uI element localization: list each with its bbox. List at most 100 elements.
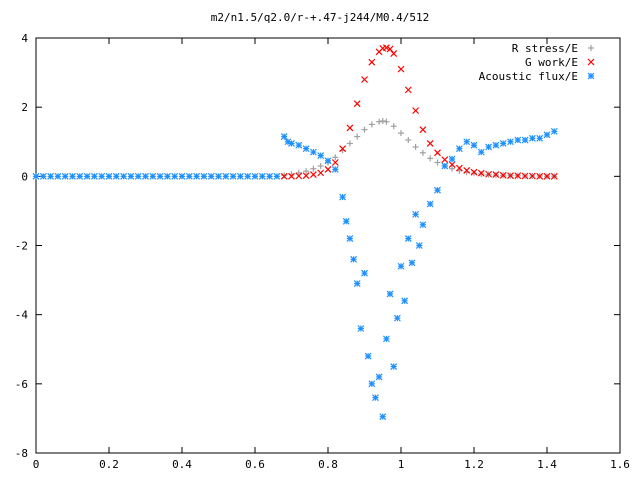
data-point: [288, 172, 295, 180]
data-point: [401, 297, 409, 305]
data-point: [499, 140, 507, 147]
x-tick-label: 0.2: [99, 458, 119, 471]
series-2: [32, 127, 558, 421]
data-point: [280, 172, 288, 180]
data-point: [434, 186, 441, 194]
data-point: [419, 221, 427, 229]
data-point: [83, 172, 91, 180]
x-tick-label: 0.8: [318, 458, 338, 471]
data-point: [357, 325, 365, 332]
data-point: [405, 137, 412, 144]
data-point: [463, 167, 471, 174]
data-point: [302, 145, 310, 153]
data-point: [142, 172, 149, 180]
y-tick-label: 4: [21, 32, 28, 45]
data-point: [353, 280, 361, 287]
data-point: [229, 172, 237, 180]
data-point: [364, 352, 372, 360]
data-point: [471, 170, 477, 177]
data-point: [368, 380, 376, 388]
data-point: [521, 136, 529, 144]
data-point: [295, 169, 302, 176]
data-point: [350, 255, 357, 263]
data-point: [105, 172, 113, 180]
data-point: [550, 127, 558, 135]
data-point: [485, 170, 493, 178]
data-point: [499, 171, 507, 179]
data-point: [324, 157, 332, 165]
data-point: [288, 140, 295, 147]
data-point: [368, 58, 376, 66]
data-point: [332, 154, 339, 161]
data-point: [372, 394, 379, 402]
data-point: [361, 126, 368, 133]
data-point: [470, 141, 478, 149]
data-point: [310, 165, 317, 172]
data-point: [492, 171, 500, 179]
x-tick-label: 1: [398, 458, 405, 471]
data-point: [244, 172, 252, 180]
data-point: [434, 159, 441, 166]
series-0: [281, 118, 558, 180]
data-point: [419, 126, 427, 134]
data-point: [514, 136, 522, 144]
data-point: [134, 172, 142, 180]
data-point: [397, 65, 405, 73]
data-point: [470, 168, 478, 176]
data-point: [426, 200, 434, 208]
data-point: [463, 138, 471, 146]
legend-label: R stress/E: [512, 42, 578, 55]
data-point: [390, 363, 398, 370]
data-point: [178, 172, 186, 180]
y-tick-label: 0: [21, 170, 28, 183]
data-point: [415, 242, 423, 249]
x-tick-label: 1.2: [464, 458, 484, 471]
data-point: [163, 172, 171, 180]
data-point: [171, 172, 179, 180]
series-1: [280, 44, 558, 180]
data-point: [397, 262, 405, 270]
data-point: [368, 121, 375, 128]
data-point: [412, 107, 420, 115]
data-point: [393, 314, 401, 322]
data-point: [419, 149, 426, 156]
x-tick-label: 0.6: [245, 458, 265, 471]
axis-ticks: 0 0.2 0.4 0.6 0.8 1 1.2 1.4 1.6 4 2 0 -2 -4 -6 -8: [15, 32, 630, 471]
data-point: [339, 145, 347, 153]
data-point: [149, 172, 157, 180]
data-point: [324, 165, 332, 173]
x-tick-label: 1.4: [537, 458, 557, 471]
data-point: [426, 140, 434, 147]
y-tick-label: -2: [15, 240, 28, 253]
data-point: [346, 235, 354, 243]
data-point: [317, 162, 324, 169]
data-point: [550, 172, 558, 180]
data-point: [379, 413, 387, 421]
data-point: [98, 172, 106, 180]
data-point: [390, 123, 397, 130]
data-point: [354, 133, 361, 140]
data-point: [331, 165, 339, 173]
data-point: [309, 171, 317, 179]
data-point: [398, 130, 404, 137]
data-point: [120, 172, 128, 180]
data-point: [90, 172, 98, 180]
data-point: [39, 172, 47, 180]
legend-marker: [587, 72, 595, 80]
data-point: [361, 76, 368, 83]
data-point: [507, 172, 514, 180]
data-point: [295, 172, 303, 180]
data-point: [47, 172, 55, 180]
data-marks: [32, 44, 558, 421]
data-point: [477, 148, 485, 156]
legend-marker: [587, 58, 595, 66]
data-point: [404, 86, 412, 94]
data-point: [376, 118, 383, 125]
x-tick-label: 0.4: [172, 458, 192, 471]
data-point: [543, 172, 551, 180]
data-point: [375, 373, 383, 381]
data-point: [309, 148, 317, 156]
legend-marker: [588, 45, 594, 51]
